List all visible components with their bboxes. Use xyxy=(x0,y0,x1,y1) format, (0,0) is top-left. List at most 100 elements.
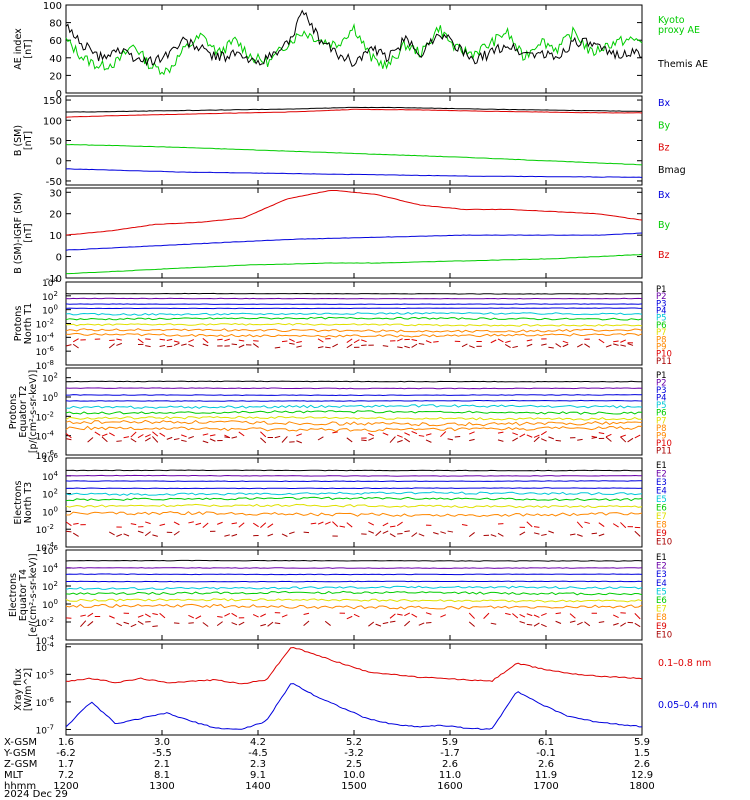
footer-cell-y-gsm: -5.5 xyxy=(152,748,172,759)
legend-p9: P9 xyxy=(656,342,667,352)
series-segment xyxy=(577,534,583,537)
series-segment xyxy=(195,522,202,526)
series-segment xyxy=(202,338,209,344)
series-segment xyxy=(181,439,187,442)
series-segment xyxy=(137,614,144,618)
y-axis-title-line: AE index xyxy=(13,28,24,70)
series-line-p7 xyxy=(65,322,643,327)
legend-p8: P8 xyxy=(656,424,667,434)
series-segment xyxy=(296,340,302,344)
footer-row-label: Z-GSM xyxy=(4,759,37,770)
series-segment xyxy=(519,433,526,438)
legend-kyoto-proxy-ae: proxy AE xyxy=(658,25,700,36)
series-segment xyxy=(627,343,634,346)
footer-cell-z-gsm: 2.6 xyxy=(442,759,458,770)
series-segment xyxy=(346,437,353,443)
series-segment xyxy=(634,613,641,620)
y-axis-title: Electrons North T3 xyxy=(13,480,34,524)
footer-cell-z-gsm: 2.1 xyxy=(154,759,170,770)
y-tick-label: 100 xyxy=(42,505,58,518)
series-segment xyxy=(418,343,425,345)
y-axis-title: B (SM)-IGRF (SM) [nT] xyxy=(13,192,34,274)
series-segment xyxy=(260,623,266,627)
series-line-bx xyxy=(65,168,643,178)
series-segment xyxy=(195,615,202,620)
series-segment xyxy=(382,345,389,347)
series-segment xyxy=(612,614,619,618)
series-segment xyxy=(389,525,396,528)
series-segment xyxy=(231,533,238,537)
legend-e10: E10 xyxy=(656,538,672,548)
series-segment xyxy=(80,614,86,617)
series-segment xyxy=(289,342,295,345)
series-segment xyxy=(440,431,447,438)
series-segment xyxy=(310,522,317,525)
series-line-e1 xyxy=(66,469,642,472)
series-segment xyxy=(555,620,562,624)
series-segment xyxy=(159,523,166,526)
series-segment xyxy=(519,614,526,618)
footer-cell-x-gsm: 1.6 xyxy=(58,737,74,748)
y-axis-title-line: [p/(cm²-s-sr-keV)] xyxy=(28,370,39,453)
panel-frame xyxy=(65,187,643,279)
series-line-e6 xyxy=(65,590,643,596)
series-segment xyxy=(274,346,281,349)
series-segment xyxy=(145,521,151,525)
legend-0-05-0-4-nm: 0.05–0.4 nm xyxy=(658,700,717,711)
series-segment xyxy=(533,436,540,443)
series-segment xyxy=(87,612,94,617)
series-segment xyxy=(123,533,130,537)
y-tick-label: 10-2 xyxy=(36,318,54,331)
y-axis-title-line: [nT] xyxy=(23,131,34,150)
series-segment xyxy=(540,431,547,436)
series-segment xyxy=(281,340,288,343)
series-line-p3 xyxy=(65,303,643,305)
series-line-e5 xyxy=(65,491,643,496)
series-line-0-1-0-8-nm xyxy=(65,646,643,685)
series-segment xyxy=(389,533,396,538)
series-segment xyxy=(296,345,302,348)
series-line-p5 xyxy=(65,312,643,316)
footer-cell-hhmm: 1500 xyxy=(341,781,366,792)
series-segment xyxy=(447,530,454,533)
y-tick-label: 100 xyxy=(43,1,62,12)
y-axis-title-line: B (SM)-IGRF (SM) xyxy=(13,192,24,274)
series-line-e7 xyxy=(65,598,643,603)
series-segment xyxy=(317,436,324,441)
series-segment xyxy=(231,612,238,617)
series-segment xyxy=(303,612,310,615)
legend-p10: P10 xyxy=(656,439,672,449)
footer-cell-x-gsm: 3.0 xyxy=(154,737,170,748)
footer-cell-mlt: 11.9 xyxy=(535,770,557,781)
series-segment xyxy=(274,435,281,439)
y-axis-title-line: [e/(cm²-s-sr-keV)] xyxy=(28,553,39,636)
y-axis-title-line: B (SM) xyxy=(13,125,24,156)
series-segment xyxy=(152,436,159,443)
series-segment xyxy=(159,338,166,341)
series-line-p8 xyxy=(65,328,643,333)
series-segment xyxy=(634,622,641,628)
legend-p1: P1 xyxy=(656,285,667,295)
series-line-p5 xyxy=(65,404,643,409)
legend-e2: E2 xyxy=(656,470,667,480)
series-segment xyxy=(281,436,288,443)
series-segment xyxy=(468,621,475,627)
series-segment xyxy=(620,522,627,529)
footer-cell-hhmm: 1700 xyxy=(533,781,558,792)
panel-bigrf: -10 0 10 20 30 B (SM)-IGRF (SM) [nT] Bx By Bz xyxy=(13,187,671,285)
y-tick-label: -10 xyxy=(46,274,62,285)
series-segment xyxy=(368,432,374,437)
legend-bx: Bx xyxy=(658,190,671,201)
footer-cell-y-gsm: -4.5 xyxy=(248,748,268,759)
series-segment xyxy=(461,524,468,526)
legend-e4: E4 xyxy=(656,487,667,497)
series-segment xyxy=(533,614,540,618)
series-segment xyxy=(548,436,554,440)
footer-cell-hhmm: 1400 xyxy=(245,781,270,792)
series-segment xyxy=(267,533,274,537)
footer-row-label: hhmm xyxy=(4,781,36,792)
series-segment xyxy=(94,431,101,436)
